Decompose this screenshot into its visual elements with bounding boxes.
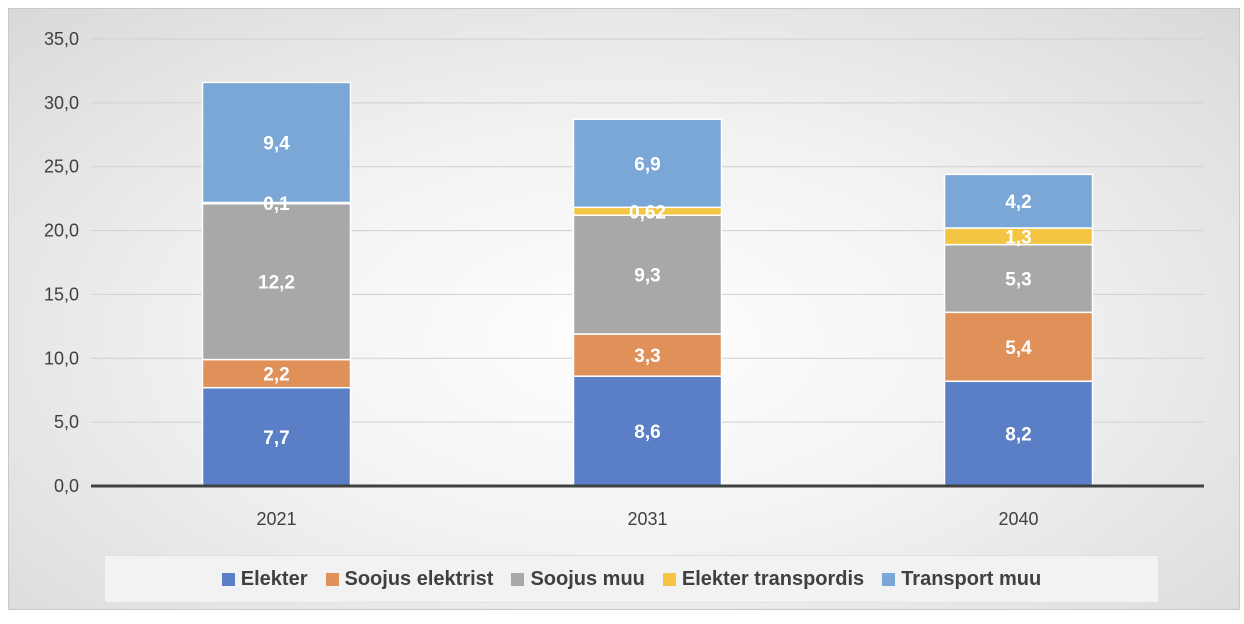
stacked-bar-chart: 0,0 5,0 10,0 15,0 20,0 25,0 30,0 35,0 7,7 2,2 12,…: [44, 29, 1204, 529]
data-label: 9,4: [263, 133, 290, 154]
data-label: 1,3: [1005, 227, 1031, 248]
data-label: 8,6: [634, 422, 660, 443]
legend-swatch: [882, 572, 896, 586]
bar-segment: [943, 311, 1094, 383]
bars: [201, 81, 1094, 487]
y-tick-label: 0,0: [54, 476, 79, 496]
y-tick-label: 10,0: [44, 348, 79, 368]
legend-item: Soojus elektrist: [325, 567, 494, 591]
data-label: 2,2: [263, 365, 289, 386]
bar-segment: [943, 243, 1094, 314]
data-label: 5,4: [1005, 338, 1032, 359]
y-tick-label: 20,0: [44, 221, 79, 241]
legend-item: Elekter: [221, 567, 308, 591]
bar-segment: [572, 214, 723, 335]
bar-segment: [943, 173, 1094, 229]
legend-swatch: [662, 572, 676, 586]
legend-label: Elekter transpordis: [681, 567, 865, 590]
legend-item: Soojus muu: [511, 567, 645, 591]
data-label: 6,9: [634, 154, 660, 175]
data-label: 0,1: [263, 194, 290, 215]
legend-label: Elekter: [240, 567, 308, 590]
data-label: 3,3: [634, 346, 660, 367]
y-axis-ticks: 0,0 5,0 10,0 15,0 20,0 25,0 30,0 35,0: [44, 29, 79, 496]
legend-swatch: [221, 572, 235, 586]
y-tick-label: 15,0: [44, 284, 79, 304]
legend-swatch: [325, 572, 339, 586]
x-axis: 2021 2031 2040: [91, 484, 1204, 529]
legend-item: Transport muu: [882, 568, 1041, 591]
bar-segment: [943, 380, 1094, 487]
legend-label: Soojus muu: [530, 567, 645, 590]
y-tick-label: 30,0: [44, 93, 79, 113]
bar-segment: [201, 358, 352, 389]
data-label: 7,7: [263, 428, 289, 449]
data-label: 4,2: [1005, 192, 1031, 213]
y-tick-label: 35,0: [44, 29, 79, 49]
bar-segment: [201, 81, 352, 204]
y-tick-label: 25,0: [44, 157, 79, 177]
data-label: 0,62: [629, 202, 666, 223]
x-category-label: 2040: [998, 509, 1038, 529]
legend: Elekter Soojus elektrist Soojus muu Elekter…: [104, 555, 1159, 603]
bar-segment: [572, 118, 723, 209]
data-label: 5,3: [1005, 269, 1031, 290]
data-label: 9,3: [634, 266, 660, 287]
x-category-label: 2031: [627, 509, 667, 529]
chart-frame: 0,0 5,0 10,0 15,0 20,0 25,0 30,0 35,0 7,7 2,2 12,…: [8, 8, 1240, 610]
bar-segment: [201, 203, 352, 361]
data-label: 8,2: [1005, 425, 1031, 446]
legend-label: Soojus elektrist: [344, 567, 494, 590]
legend-item: Elekter transpordis: [662, 567, 865, 591]
legend-label: Transport muu: [901, 567, 1042, 590]
y-tick-label: 5,0: [54, 412, 79, 432]
bar-segment: [572, 333, 723, 377]
x-category-label: 2021: [256, 509, 296, 529]
data-labels: 7,7 2,2 12,2 0,1 9,4 8,6 3,3 9,3 0,62 6,9 8,2 5,4 5,…: [258, 133, 1032, 448]
legend-swatch: [511, 572, 525, 586]
data-label: 12,2: [258, 273, 295, 294]
